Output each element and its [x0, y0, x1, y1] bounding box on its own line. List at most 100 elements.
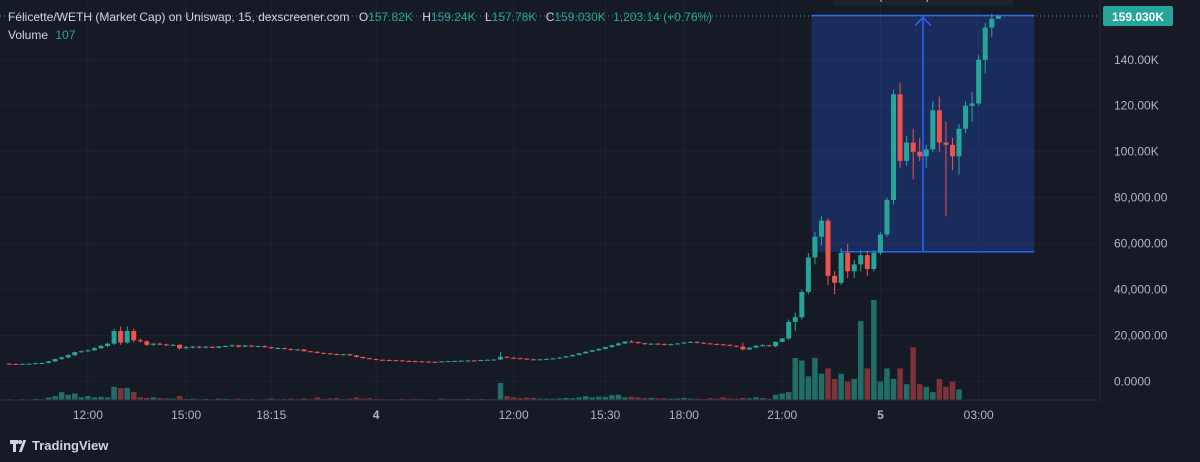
candle-body: [458, 360, 464, 362]
x-axis: 12:00 15:00 18:15 4 12:00 15:30 18:00 21:00 5 03:…: [73, 408, 994, 422]
measure-label-box: [833, 0, 1013, 6]
candle-body: [661, 343, 667, 345]
candle-body: [308, 351, 314, 353]
x-tick-label: 12:00: [73, 408, 103, 422]
volume-bar: [956, 389, 962, 400]
candle-body: [419, 361, 425, 363]
volume-bar: [144, 397, 150, 400]
candle-body: [412, 361, 418, 363]
candle-body: [91, 348, 97, 351]
candle-body: [360, 357, 366, 359]
candle-body: [353, 355, 359, 358]
candle-body: [511, 357, 517, 359]
candle-body: [864, 255, 870, 269]
candle-body: [281, 348, 287, 350]
candle-body: [629, 341, 635, 343]
volume-bar: [641, 398, 648, 400]
volume-bar: [890, 378, 897, 400]
volume-bar: [602, 396, 609, 400]
candle-body: [687, 341, 693, 343]
volume-bar: [628, 396, 635, 400]
volume-bar: [766, 398, 772, 400]
candle-body: [445, 361, 451, 363]
candle-body: [249, 345, 255, 347]
volume-bar: [288, 398, 294, 400]
candle-body: [832, 275, 838, 283]
high-key: H: [422, 10, 431, 24]
candle-body: [556, 357, 562, 359]
volume-bar: [268, 398, 275, 400]
candle-body: [144, 341, 150, 345]
volume-bar: [360, 398, 366, 400]
candle-body: [543, 358, 549, 360]
candle-body: [936, 110, 942, 143]
volume-bar: [805, 376, 812, 400]
volume-bar: [176, 396, 183, 400]
volume-bar: [694, 398, 700, 400]
volume-bar: [609, 395, 615, 400]
candle-body: [491, 359, 497, 361]
chart-legend: Félicette/WETH (Market Cap) on Uniswap, …: [8, 8, 712, 44]
candle-body: [805, 257, 811, 292]
candle-body: [255, 345, 261, 347]
candle-body: [498, 356, 504, 360]
candle-body: [681, 342, 687, 344]
candle-body: [46, 361, 52, 363]
y-tick-label: 100.00K: [1114, 145, 1159, 159]
volume-bar: [301, 398, 307, 400]
volume-bar: [111, 386, 117, 400]
candle-body: [812, 236, 818, 258]
candle-body: [838, 252, 844, 283]
candle-body: [183, 347, 189, 349]
volume-bar: [877, 381, 884, 400]
volume-bar: [320, 398, 327, 400]
volume-bar: [851, 378, 857, 400]
candle-body: [537, 359, 543, 361]
volume-bar: [615, 394, 622, 400]
tradingview-logo[interactable]: TradingView: [10, 438, 108, 453]
candle-body: [484, 359, 490, 361]
candle-body: [380, 359, 386, 361]
volume-bar: [235, 398, 242, 400]
candle-body: [478, 360, 484, 361]
candle-body: [989, 18, 995, 28]
volume-bar: [654, 398, 661, 400]
candle-body: [818, 220, 824, 237]
candle-body: [720, 344, 726, 346]
candle-body: [786, 321, 792, 339]
candle-body: [524, 358, 530, 360]
candle-body: [334, 354, 340, 356]
candle-body: [740, 346, 746, 350]
candle-body: [615, 343, 621, 346]
volume-bar: [399, 398, 406, 400]
volume-bar: [818, 373, 825, 400]
volume-bar: [910, 347, 916, 400]
volume-bar: [812, 357, 818, 400]
volume-bar: [596, 396, 602, 400]
candle-body: [570, 354, 576, 357]
candle-body: [6, 363, 12, 365]
volume-bar: [759, 398, 766, 400]
volume-bar: [661, 398, 668, 400]
candle-body: [13, 363, 19, 365]
volume-bar: [327, 398, 333, 400]
legend-row-volume: Volume 107: [8, 26, 712, 44]
candle-body: [471, 360, 477, 362]
volume-bar: [52, 396, 58, 400]
tradingview-icon: [10, 439, 28, 452]
measure-range: 102.61K (183.06%) 1026113601657: [811, 0, 1035, 253]
candle-body: [373, 359, 379, 361]
candle-body: [85, 350, 91, 352]
candle-body: [701, 342, 707, 344]
candle-body: [727, 344, 733, 346]
candle-body: [177, 344, 183, 349]
volume-bar: [314, 397, 320, 400]
volume-bar: [563, 397, 569, 400]
volume-bar: [772, 394, 779, 400]
open-key: O: [358, 10, 369, 24]
volume-bar: [864, 368, 871, 400]
y-axis: 0.0000 20,000.00 40,000.00 60,000.00 80,000.…: [1114, 53, 1168, 389]
volume-bar: [936, 378, 943, 400]
candles: [6, 13, 1001, 365]
